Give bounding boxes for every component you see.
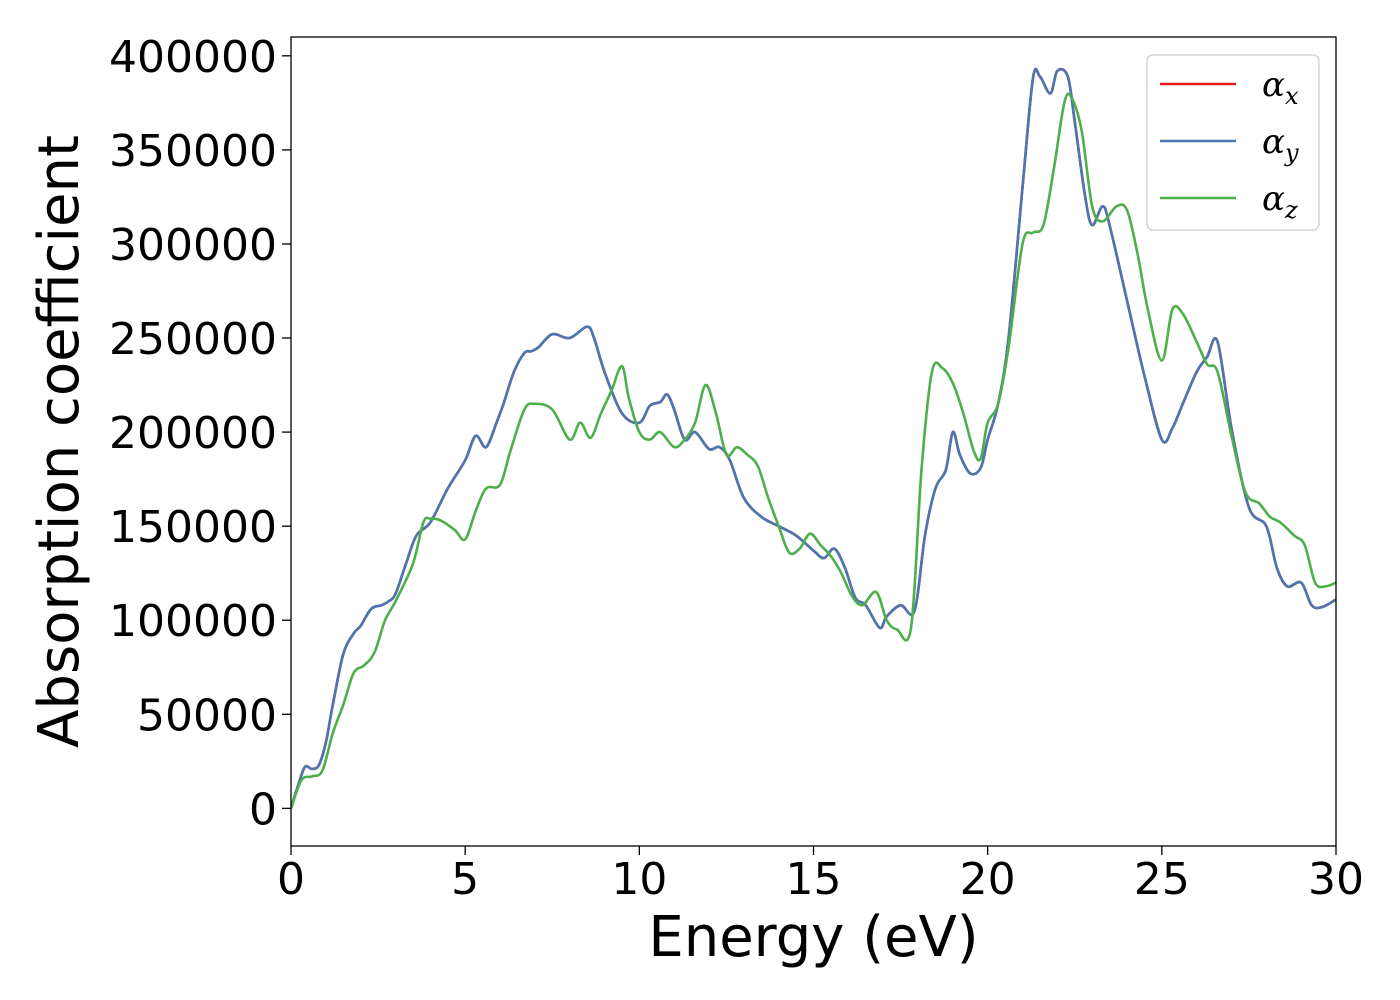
y-tick-label: 300000 xyxy=(109,220,277,271)
x-axis-label: Energy (eV) xyxy=(648,905,978,970)
x-axis: 0 5 10 15 20 25 30 xyxy=(277,846,1364,905)
legend-label-x: αx xyxy=(1262,65,1299,110)
x-tick-label: 10 xyxy=(611,854,667,905)
y-tick-label: 150000 xyxy=(109,502,277,553)
y-tick-label: 50000 xyxy=(137,690,277,741)
legend-subscript: x xyxy=(1285,82,1299,110)
x-tick-label: 20 xyxy=(960,854,1016,905)
legend-label-z: αz xyxy=(1262,179,1298,224)
y-tick-label: 350000 xyxy=(109,126,277,177)
series-line-z xyxy=(291,92,1336,809)
legend-subscript: z xyxy=(1284,196,1298,224)
x-tick-label: 30 xyxy=(1308,854,1364,905)
x-tick-label: 25 xyxy=(1134,854,1190,905)
legend-box xyxy=(1146,54,1320,231)
x-tick-label: 15 xyxy=(786,854,842,905)
legend-subscript: y xyxy=(1284,139,1299,167)
y-tick-label: 100000 xyxy=(109,596,277,647)
y-tick-label: 200000 xyxy=(109,408,277,459)
x-tick-label: 5 xyxy=(451,854,479,905)
y-axis-label: Absorption coefficient xyxy=(27,135,92,748)
y-tick-label: 0 xyxy=(249,784,277,835)
plot-lines xyxy=(291,67,1336,809)
y-tick-label: 250000 xyxy=(109,314,277,365)
x-tick-label: 0 xyxy=(277,854,305,905)
series-line-y xyxy=(291,67,1336,809)
legend-symbol: α xyxy=(1262,179,1285,219)
legend-symbol: α xyxy=(1262,65,1285,105)
y-axis: 0 50000 100000 150000 200000 250000 300000 3500… xyxy=(109,32,291,835)
legend-symbol: α xyxy=(1262,122,1285,162)
legend-label-y: αy xyxy=(1262,122,1299,167)
y-tick-label: 400000 xyxy=(109,32,277,83)
